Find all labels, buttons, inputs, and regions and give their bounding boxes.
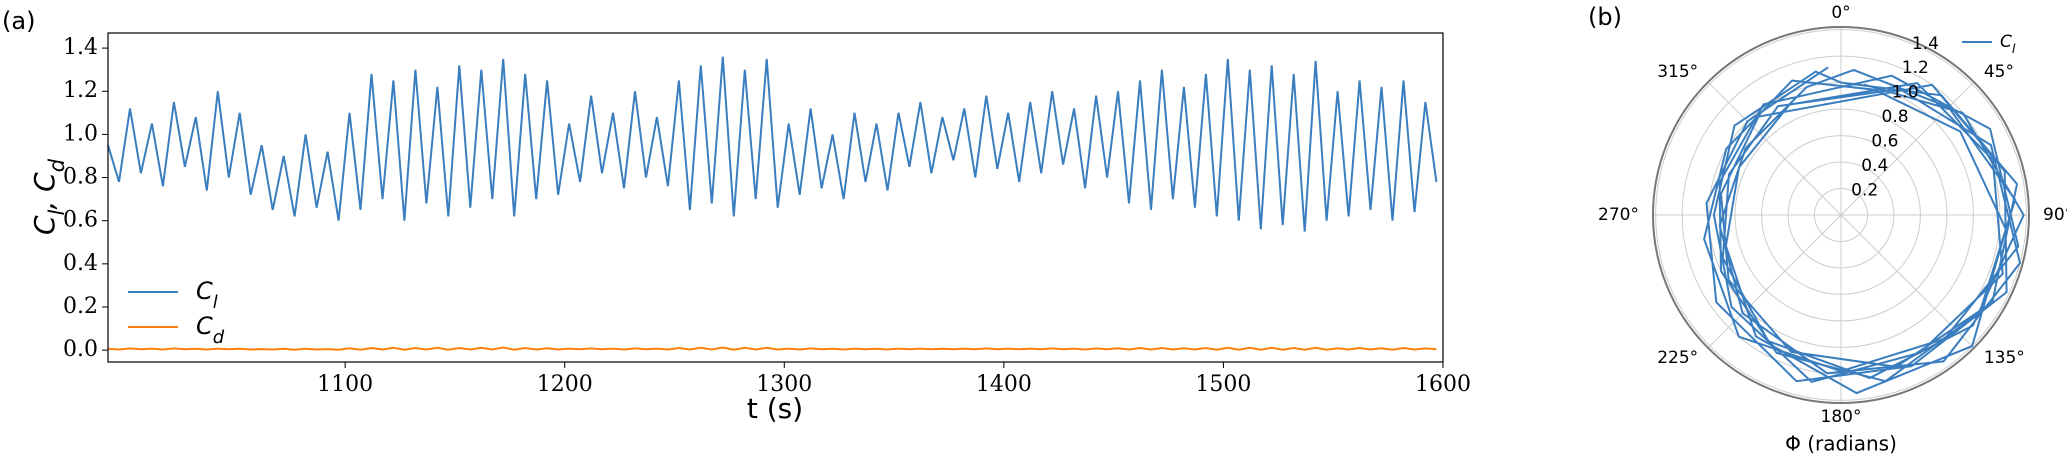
theta-tick-label: 225° bbox=[1657, 348, 1698, 368]
plot-frame bbox=[107, 32, 1444, 363]
legend-label: Cd bbox=[196, 312, 225, 348]
r-tick-label: 1.4 bbox=[1912, 34, 1939, 54]
x-tick-label: 1400 bbox=[976, 372, 1032, 397]
text-part: , C bbox=[28, 172, 61, 210]
r-tick-label: 1.2 bbox=[1902, 58, 1929, 78]
theta-tick-label: 315° bbox=[1657, 62, 1698, 82]
text-part: C bbox=[196, 312, 213, 340]
y-tick-label: 1.4 bbox=[63, 35, 98, 60]
x-axis-label: Φ (radians) bbox=[1785, 432, 1897, 456]
y-tick-label: 1.0 bbox=[63, 121, 98, 146]
y-tick-label: 0.8 bbox=[63, 165, 98, 190]
text-part: C bbox=[196, 277, 213, 305]
data-line bbox=[107, 56, 1438, 232]
y-tick-label: 0.2 bbox=[63, 294, 98, 319]
grid-spoke bbox=[1707, 81, 1842, 216]
x-tick-label: 1200 bbox=[537, 372, 593, 397]
r-tick-label: 1.0 bbox=[1892, 83, 1919, 103]
theta-tick-label: 90° bbox=[2043, 205, 2067, 225]
theta-tick-label: 180° bbox=[1821, 407, 1862, 427]
subscript: d bbox=[45, 158, 69, 172]
y-tick-label: 0.6 bbox=[63, 208, 98, 233]
theta-tick-label: 270° bbox=[1598, 205, 1639, 225]
r-tick-label: 0.4 bbox=[1861, 156, 1888, 176]
y-tick-label: 0.4 bbox=[63, 251, 98, 276]
legend-label: Cl bbox=[196, 277, 218, 313]
x-tick-label: 1100 bbox=[317, 372, 373, 397]
y-tick-label: 0.0 bbox=[63, 337, 98, 362]
text-part: C bbox=[28, 215, 61, 235]
data-line bbox=[1703, 66, 2025, 395]
subscript: l bbox=[213, 292, 218, 313]
r-tick-label: 0.8 bbox=[1882, 107, 1909, 127]
r-tick-label: 0.6 bbox=[1871, 132, 1898, 152]
y-axis-label: Cl, Cd bbox=[28, 158, 69, 235]
subscript: l bbox=[2012, 42, 2016, 57]
text-part: C bbox=[2000, 32, 2012, 52]
subscript: d bbox=[213, 327, 225, 348]
x-tick-label: 1600 bbox=[1415, 372, 1471, 397]
polar-frame bbox=[1652, 26, 2030, 404]
theta-tick-label: 135° bbox=[1984, 348, 2025, 368]
theta-tick-label: 0° bbox=[1831, 3, 1850, 23]
subscript: l bbox=[45, 209, 69, 215]
data-line bbox=[107, 346, 1437, 351]
grid-spoke bbox=[1840, 81, 1975, 216]
legend-label: Cl bbox=[2000, 32, 2016, 57]
grid-spoke bbox=[1840, 214, 1975, 349]
panel-label: (a) bbox=[2, 7, 35, 35]
x-axis-label: t (s) bbox=[747, 392, 803, 425]
x-tick-label: 1500 bbox=[1195, 372, 1251, 397]
theta-tick-label: 45° bbox=[1984, 62, 2014, 82]
x-tick-label: 1300 bbox=[756, 372, 812, 397]
panel-label: (b) bbox=[1588, 3, 1622, 31]
grid-spoke bbox=[1707, 214, 1842, 349]
r-tick-label: 0.2 bbox=[1851, 181, 1878, 201]
y-tick-label: 1.2 bbox=[63, 78, 98, 103]
